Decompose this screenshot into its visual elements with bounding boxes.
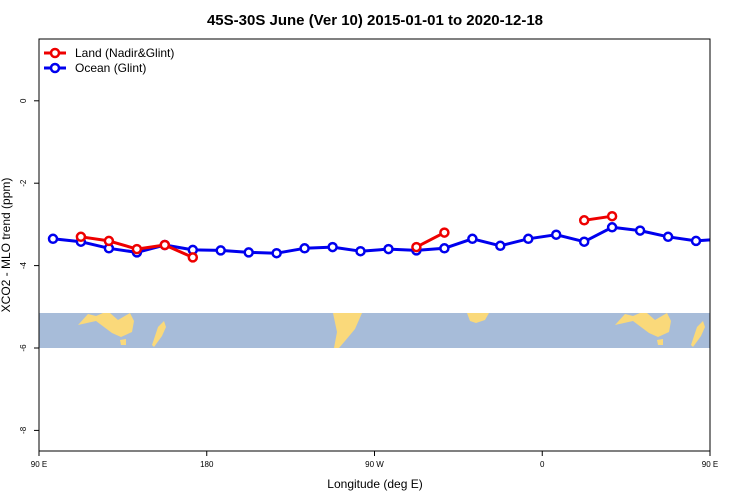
series-land-point (159, 239, 171, 251)
new-zealand-land-repeat (691, 321, 705, 347)
series-ocean-point (439, 243, 450, 254)
y-axis-label: XCO2 - MLO trend (ppm) (0, 178, 13, 313)
series-land (75, 210, 618, 263)
ocean-band (39, 313, 710, 348)
legend-item-ocean: Ocean (Glint) (44, 61, 146, 75)
series-ocean-point (720, 235, 728, 243)
y-tick-label: -2 (19, 179, 28, 187)
x-axis: 90 E 180 90 W 0 90 E (31, 451, 718, 469)
series-ocean-point (606, 222, 618, 233)
series-land-point (606, 210, 618, 222)
series-ocean (47, 222, 728, 259)
legend-marker-land (49, 47, 61, 59)
tasmania-land (120, 339, 126, 345)
y-tick-label: 0 (19, 98, 28, 103)
legend-label-ocean: Ocean (Glint) (75, 61, 146, 75)
australia-land-repeat (615, 313, 671, 337)
series-ocean-point (467, 233, 478, 245)
legend: Land (Nadir&Glint) Ocean (Glint) (44, 46, 174, 75)
series-land-point (103, 235, 115, 247)
series-ocean-point (271, 247, 282, 259)
series-land-line (415, 231, 446, 249)
y-tick-label: -6 (19, 344, 28, 352)
series-ocean-point (662, 231, 674, 243)
series-ocean-point (355, 245, 366, 257)
series-ocean-point (383, 243, 394, 255)
x-tick-label: 0 (540, 460, 545, 469)
legend-marker-ocean (49, 62, 61, 74)
y-tick-label: -8 (19, 426, 28, 434)
y-tick-label: -4 (19, 261, 28, 269)
x-tick-label: 180 (200, 460, 214, 469)
series-ocean-point (523, 233, 534, 245)
series-layer (47, 210, 728, 263)
x-axis-label: Longitude (deg E) (327, 477, 422, 491)
series-ocean-point (550, 229, 562, 240)
series-land-point (75, 231, 87, 243)
map-band (39, 313, 710, 348)
series-ocean-point (578, 236, 590, 247)
tasmania-land-repeat (657, 339, 663, 345)
y-axis: 0 -2 -4 -6 -8 (19, 98, 39, 434)
series-ocean-point (634, 225, 646, 236)
south-africa-land (467, 313, 489, 323)
series-ocean-point (243, 247, 254, 258)
series-ocean-point (327, 241, 338, 253)
series-ocean-point (47, 233, 59, 245)
series-land-point (439, 227, 450, 238)
x-tick-label: 90 E (702, 460, 718, 469)
series-land-point (131, 243, 143, 255)
series-ocean-point (215, 245, 226, 256)
south-america-land (333, 313, 362, 348)
series-ocean-point (690, 235, 702, 247)
series-ocean-point (299, 243, 310, 254)
x-tick-label: 90 E (31, 460, 47, 469)
legend-item-land: Land (Nadir&Glint) (44, 46, 174, 60)
series-ocean-point (495, 240, 506, 252)
series-land-point (411, 241, 422, 253)
series-land-point (578, 215, 590, 226)
new-zealand-land (152, 321, 166, 347)
australia-land (78, 313, 134, 337)
legend-label-land: Land (Nadir&Glint) (75, 46, 174, 60)
chart-title: 45S-30S June (Ver 10) 2015-01-01 to 2020… (207, 12, 543, 29)
series-land-point (187, 252, 199, 263)
series-ocean-line (52, 225, 710, 255)
x-tick-label: 90 W (365, 460, 384, 469)
